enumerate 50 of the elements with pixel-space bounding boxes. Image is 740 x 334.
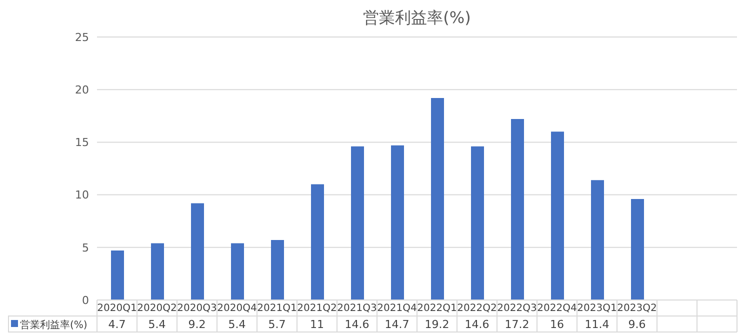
bar: [431, 98, 444, 300]
y-tick-label: 5: [82, 241, 89, 254]
data-label: 4.7: [108, 318, 126, 331]
bar: [111, 250, 124, 300]
bar: [271, 240, 284, 300]
bar: [551, 132, 564, 300]
bar: [351, 146, 364, 300]
data-label: 19.2: [424, 318, 450, 331]
x-tick-label: 2022Q3: [497, 303, 537, 314]
y-tick-label: 0: [82, 294, 89, 307]
bar: [311, 184, 324, 300]
x-tick-label: 2020Q2: [137, 303, 177, 314]
bar: [231, 243, 244, 300]
y-tick-label: 10: [75, 188, 89, 202]
y-tick-label: 20: [75, 84, 89, 97]
x-tick-label: 2021Q2: [297, 303, 337, 314]
y-tick-label: 25: [75, 30, 89, 44]
bar: [631, 199, 644, 300]
x-tick-label: 2022Q2: [457, 303, 497, 314]
bar: [511, 119, 524, 300]
data-label: 17.2: [504, 318, 530, 331]
data-label: 5.4: [148, 318, 166, 331]
bar: [471, 146, 484, 300]
data-label: 16: [550, 318, 564, 331]
x-tick-label: 2022Q4: [537, 303, 577, 314]
data-label: 11.4: [584, 318, 610, 331]
bar: [591, 180, 604, 300]
data-label: 14.6: [344, 318, 370, 331]
x-tick-label: 2023Q1: [577, 303, 617, 314]
x-tick-label: 2020Q4: [217, 303, 257, 314]
bar: [151, 243, 164, 300]
data-label: 5.7: [268, 318, 286, 331]
legend-label: 営業利益率(%): [20, 319, 88, 331]
x-tick-label: 2020Q3: [177, 303, 217, 314]
data-label: 9.6: [628, 318, 646, 331]
x-tick-label: 2021Q3: [337, 303, 377, 314]
x-tick-label: 2021Q4: [377, 303, 417, 314]
data-label: 11: [310, 318, 324, 331]
bar: [391, 145, 404, 300]
chart-title: 営業利益率(%): [362, 8, 472, 29]
y-tick-label: 15: [75, 136, 89, 150]
data-label: 5.4: [228, 318, 246, 331]
data-label: 14.7: [384, 318, 410, 331]
bar: [191, 203, 204, 300]
x-tick-label: 2020Q1: [97, 303, 137, 314]
x-tick-label: 2022Q1: [417, 303, 457, 314]
data-label: 9.2: [188, 318, 206, 331]
x-tick-label: 2021Q1: [257, 303, 297, 314]
data-label: 14.6: [464, 318, 490, 331]
x-tick-label: 2023Q2: [617, 303, 657, 314]
